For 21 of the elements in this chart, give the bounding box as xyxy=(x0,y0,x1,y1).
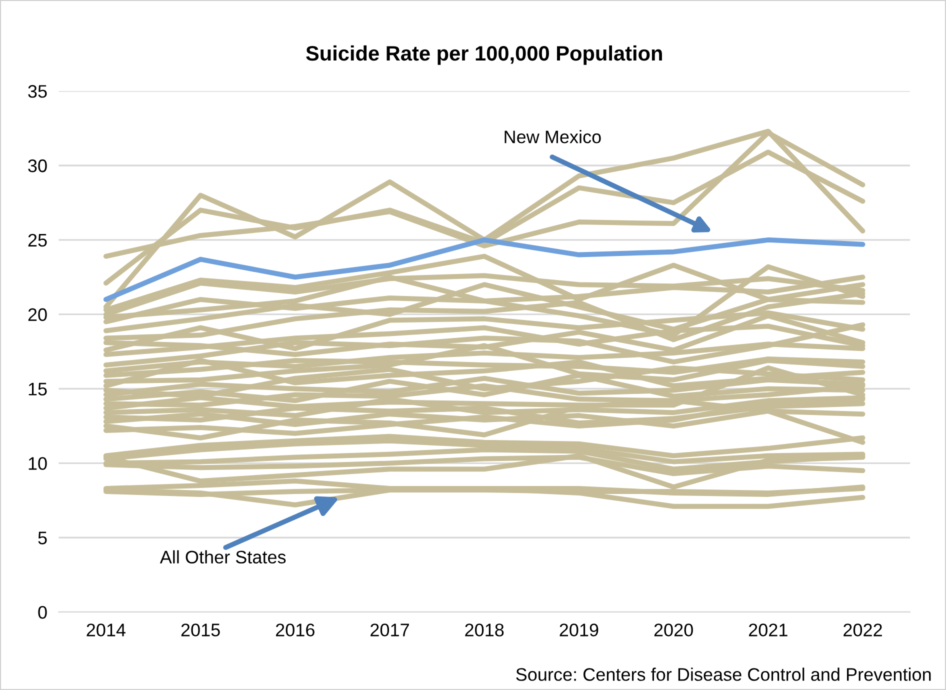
x-tick-label: 2015 xyxy=(181,624,220,636)
y-tick-label: 20 xyxy=(28,308,47,322)
y-tick-label: 30 xyxy=(28,159,47,172)
y-tick-label: 10 xyxy=(28,457,47,470)
chart-title: Suicide Rate per 100,000 Population xyxy=(306,45,662,65)
text: New Mexico xyxy=(504,130,601,144)
annotation: All Other States xyxy=(160,550,286,564)
x-tick-label: 2016 xyxy=(276,624,314,636)
x-tick-label: 2014 xyxy=(86,624,126,636)
x-tick-label: 2019 xyxy=(560,624,598,636)
x-tick-label: 2018 xyxy=(465,624,504,636)
y-tick-label: 25 xyxy=(28,234,47,247)
x-tick-label: 2022 xyxy=(844,624,882,636)
y-tick-label: 5 xyxy=(38,532,47,544)
source-note: Source: Centers for Disease Control and Prevention xyxy=(516,668,931,681)
x-tick-label: 2017 xyxy=(370,624,409,636)
y-tick-label: 0 xyxy=(38,606,47,619)
y-tick-label: 35 xyxy=(28,85,47,98)
y-tick-label: 15 xyxy=(28,382,47,396)
x-tick-label: 2020 xyxy=(654,624,693,636)
x-tick-label: 2021 xyxy=(748,624,788,636)
